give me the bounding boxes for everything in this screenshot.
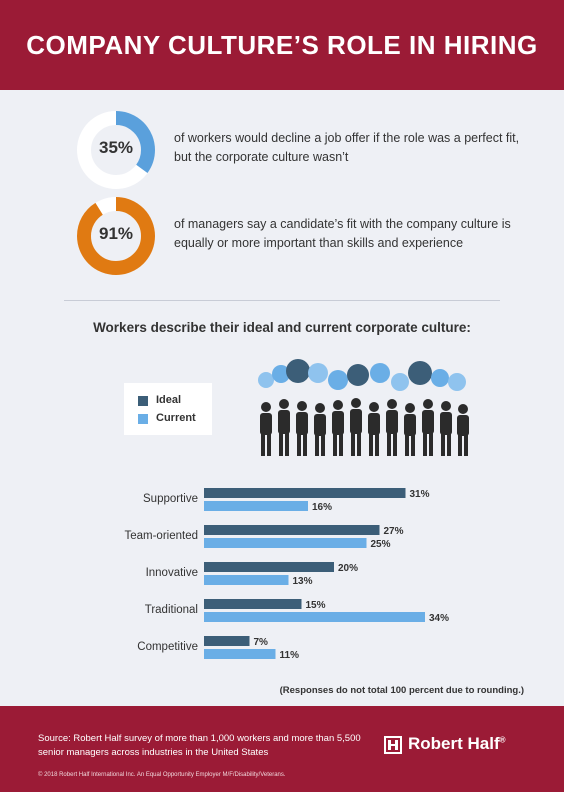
person-silhouette-icon <box>260 402 272 456</box>
speech-bubble-icon <box>308 363 328 383</box>
robert-half-logo-icon <box>384 736 402 754</box>
registered-mark: ® <box>499 735 506 745</box>
data-label: 11% <box>280 650 300 661</box>
robert-half-logo[interactable]: Robert Half® <box>384 734 534 756</box>
speech-bubble-icon <box>347 364 369 386</box>
rounding-note: (Responses do not total 100 percent due … <box>279 685 524 696</box>
donut-arc <box>77 197 155 275</box>
bar-ideal <box>204 636 250 646</box>
brand-text: Robert Half <box>408 734 500 753</box>
person-silhouette-icon <box>440 401 452 456</box>
source-text: Source: Robert Half survey of more than … <box>38 733 361 758</box>
speech-bubble-icon <box>431 369 449 387</box>
footer-banner: Source: Robert Half survey of more than … <box>0 706 564 792</box>
category-label: Innovative <box>146 567 198 579</box>
person-silhouette-icon <box>422 399 434 456</box>
copyright-text: © 2018 Robert Half International Inc. An… <box>38 772 286 778</box>
header-banner: COMPANY CULTURE’S ROLE IN HIRING <box>0 0 564 90</box>
data-label: 16% <box>312 502 332 513</box>
bar-current <box>204 501 308 511</box>
section-divider <box>64 300 500 301</box>
data-label: 20% <box>338 563 358 574</box>
legend-label: Current <box>156 412 196 424</box>
bar-current <box>204 649 276 659</box>
person-silhouette-icon <box>278 399 290 456</box>
legend-swatch-ideal <box>138 396 148 406</box>
person-silhouette-icon <box>332 400 344 456</box>
bar-chart: Supportive 31% 16% Team-oriented 27% 25% Innov… <box>124 488 449 661</box>
data-label: 34% <box>429 613 449 624</box>
speech-bubble-icon <box>286 359 310 383</box>
data-label: 13% <box>293 576 313 587</box>
stat-workers-decline: 35% of workers would decline a job offer… <box>0 110 564 200</box>
category-label: Supportive <box>143 493 198 505</box>
people-silhouettes <box>260 398 469 456</box>
legend-label: Ideal <box>156 394 182 406</box>
speech-bubble-icon <box>272 365 290 383</box>
person-silhouette-icon <box>386 399 398 456</box>
bar-ideal <box>204 525 380 535</box>
data-label: 25% <box>371 539 391 550</box>
legend-swatch-current <box>138 414 148 424</box>
donut-arc <box>77 111 155 189</box>
donut-managers <box>77 197 155 275</box>
chart-legend: Ideal Current <box>124 383 212 435</box>
data-label: 7% <box>254 637 269 648</box>
page-title: COMPANY CULTURE’S ROLE IN HIRING <box>26 30 538 60</box>
person-silhouette-icon <box>368 402 380 456</box>
speech-bubble-icon <box>328 370 348 390</box>
bar-ideal <box>204 599 302 609</box>
stat-value: 35% <box>98 138 134 157</box>
stat-description: of workers would decline a job offer if … <box>174 131 520 164</box>
stat-managers-fit: 91% of managers say a candidate’s fit wi… <box>0 196 564 286</box>
speech-bubble-icon <box>370 363 390 383</box>
people-speech-bubbles-illustration <box>258 359 469 456</box>
speech-bubble-icon <box>391 373 409 391</box>
bar-current <box>204 575 289 585</box>
bar-current <box>204 612 425 622</box>
person-silhouette-icon <box>296 401 308 456</box>
data-label: 27% <box>384 526 404 537</box>
data-label: 15% <box>306 600 326 611</box>
data-label: 31% <box>410 489 430 500</box>
person-silhouette-icon <box>404 403 416 456</box>
person-silhouette-icon <box>457 404 469 456</box>
person-silhouette-icon <box>350 398 362 456</box>
category-label: Team-oriented <box>124 530 198 542</box>
bar-ideal <box>204 562 334 572</box>
category-label: Traditional <box>145 604 198 616</box>
speech-bubble-icons <box>258 359 466 391</box>
speech-bubble-icon <box>448 373 466 391</box>
stat-description: of managers say a candidate’s fit with t… <box>174 217 511 250</box>
bar-ideal <box>204 488 406 498</box>
speech-bubble-icon <box>258 372 274 388</box>
stat-value: 91% <box>98 224 134 243</box>
donut-workers <box>77 111 155 189</box>
speech-bubble-icon <box>408 361 432 385</box>
chart-heading: Workers describe their ideal and current… <box>93 320 471 335</box>
person-silhouette-icon <box>314 403 326 456</box>
category-label: Competitive <box>137 641 198 653</box>
brand-name: Robert Half® <box>408 734 506 754</box>
bar-current <box>204 538 367 548</box>
